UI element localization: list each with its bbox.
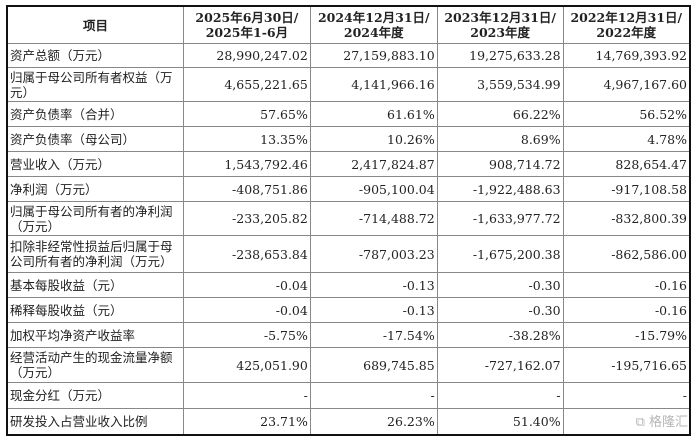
cell-value: -727,162.07: [436, 347, 564, 383]
row-label: 现金分红（万元）: [6, 382, 184, 409]
header-row: 项目 2025年6月30日/2025年1-6月 2024年12月31日/2024…: [6, 5, 691, 44]
row-label: 研发投入占营业收入比例: [6, 408, 184, 435]
table-row: 基本每股收益（元） -0.04 -0.13 -0.30 -0.16: [6, 272, 691, 298]
cell-value: 28,990,247.02: [182, 43, 311, 68]
cell-value: -0.04: [182, 272, 311, 298]
cell-value: -: [562, 382, 691, 409]
row-label: 营业收入（万元）: [6, 151, 184, 177]
cell-value: -38.28%: [436, 322, 564, 348]
table-row: 净利润（万元） -408,751.86 -905,100.04 -1,922,488.…: [6, 176, 691, 202]
watermark-logo: ⧉ 格隆汇: [635, 415, 688, 430]
table-row: 资产负债率（合并） 57.65% 61.61% 66.22% 56.52%: [6, 101, 691, 127]
cell-value: -15.79%: [562, 322, 691, 348]
table-row: 研发投入占营业收入比例 23.71% 26.23% 51.40%: [6, 408, 691, 435]
row-label: 经营活动产生的现金流量净额（万元）: [6, 347, 184, 383]
cell-value: -0.16: [562, 272, 691, 298]
cell-value: -862,586.00: [562, 235, 691, 273]
cell-value: -0.04: [182, 297, 311, 323]
cell-value: 4.78%: [562, 126, 691, 152]
cell-value: -832,800.39: [562, 201, 691, 236]
cell-value: 828,654.47: [562, 151, 691, 177]
cell-value: -233,205.82: [182, 201, 311, 236]
cell-value: -: [182, 382, 311, 409]
cell-value: 3,559,534.99: [436, 67, 564, 102]
cell-value: 2,417,824.87: [309, 151, 438, 177]
row-label: 加权平均净资产收益率: [6, 322, 184, 348]
cell-value: 57.65%: [182, 101, 311, 127]
cell-value: -195,716.65: [562, 347, 691, 383]
table-row: 加权平均净资产收益率 -5.75% -17.54% -38.28% -15.79%: [6, 322, 691, 348]
header-col: 2024年12月31日/2024年度: [309, 5, 438, 44]
header-item: 项目: [6, 5, 184, 44]
cell-value: -: [436, 382, 564, 409]
table-row: 归属于母公司所有者的净利润（万元） -233,205.82 -714,488.72-…: [6, 201, 691, 236]
row-label: 净利润（万元）: [6, 176, 184, 202]
cell-value: 4,141,966.16: [309, 67, 438, 102]
cell-value: 19,275,633.28: [436, 43, 564, 68]
cell-value: -1,675,200.38: [436, 235, 564, 273]
cell-value: -0.13: [309, 272, 438, 298]
row-label: 资产负债率（母公司）: [6, 126, 184, 152]
cell-value: -714,488.72: [309, 201, 438, 236]
row-label: 资产总额（万元）: [6, 43, 184, 68]
cell-value: -: [309, 382, 438, 409]
table-row: 归属于母公司所有者权益（万元） 4,655,221.65 4,141,966.16 3…: [6, 67, 691, 102]
table-row: 经营活动产生的现金流量净额（万元） 425,051.90 689,745.85 -72…: [6, 347, 691, 383]
cell-value: -0.16: [562, 297, 691, 323]
table-row: 资产总额（万元） 28,990,247.02 27,159,883.10 19,275…: [6, 43, 691, 68]
cell-value: -905,100.04: [309, 176, 438, 202]
cell-value: [562, 408, 691, 435]
cell-value: 13.35%: [182, 126, 311, 152]
cell-value: 51.40%: [436, 408, 564, 435]
cell-value: 8.69%: [436, 126, 564, 152]
cell-value: 56.52%: [562, 101, 691, 127]
financial-table: 项目 2025年6月30日/2025年1-6月 2024年12月31日/2024…: [6, 5, 691, 436]
cell-value: -0.13: [309, 297, 438, 323]
cell-value: -787,003.23: [309, 235, 438, 273]
cell-value: -0.30: [436, 272, 564, 298]
cell-value: -17.54%: [309, 322, 438, 348]
cell-value: -0.30: [436, 297, 564, 323]
header-col: 2023年12月31日/2023年度: [436, 5, 564, 44]
row-label: 稀释每股收益（元）: [6, 297, 184, 323]
cell-value: 908,714.72: [436, 151, 564, 177]
cell-value: -5.75%: [182, 322, 311, 348]
cell-value: 1,543,792.46: [182, 151, 311, 177]
row-label: 扣除非经常性损益后归属于母公司所有者的净利润（万元）: [6, 235, 184, 273]
header-col: 2025年6月30日/2025年1-6月: [182, 5, 311, 44]
cell-value: -408,751.86: [182, 176, 311, 202]
cell-value: 61.61%: [309, 101, 438, 127]
row-label: 归属于母公司所有者的净利润（万元）: [6, 201, 184, 236]
row-label: 基本每股收益（元）: [6, 272, 184, 298]
cell-value: 66.22%: [436, 101, 564, 127]
cell-value: 689,745.85: [309, 347, 438, 383]
table-row: 现金分红（万元） - - - -: [6, 382, 691, 409]
cell-value: 27,159,883.10: [309, 43, 438, 68]
header-col: 2022年12月31日/2022年度: [562, 5, 691, 44]
table-row: 扣除非经常性损益后归属于母公司所有者的净利润（万元） -238,653.84 -78…: [6, 235, 691, 273]
row-label: 归属于母公司所有者权益（万元）: [6, 67, 184, 102]
cell-value: -1,922,488.63: [436, 176, 564, 202]
cell-value: 4,655,221.65: [182, 67, 311, 102]
cell-value: 4,967,167.60: [562, 67, 691, 102]
cell-value: -917,108.58: [562, 176, 691, 202]
row-label: 资产负债率（合并）: [6, 101, 184, 127]
cell-value: 23.71%: [182, 408, 311, 435]
cell-value: 425,051.90: [182, 347, 311, 383]
cell-value: 14,769,393.92: [562, 43, 691, 68]
cell-value: 26.23%: [309, 408, 438, 435]
table-row: 资产负债率（母公司） 13.35% 10.26% 8.69% 4.78%: [6, 126, 691, 152]
cell-value: -1,633,977.72: [436, 201, 564, 236]
table-row: 营业收入（万元） 1,543,792.46 2,417,824.87 908,714.…: [6, 151, 691, 177]
cell-value: -238,653.84: [182, 235, 311, 273]
cell-value: 10.26%: [309, 126, 438, 152]
table-row: 稀释每股收益（元） -0.04 -0.13 -0.30 -0.16: [6, 297, 691, 323]
